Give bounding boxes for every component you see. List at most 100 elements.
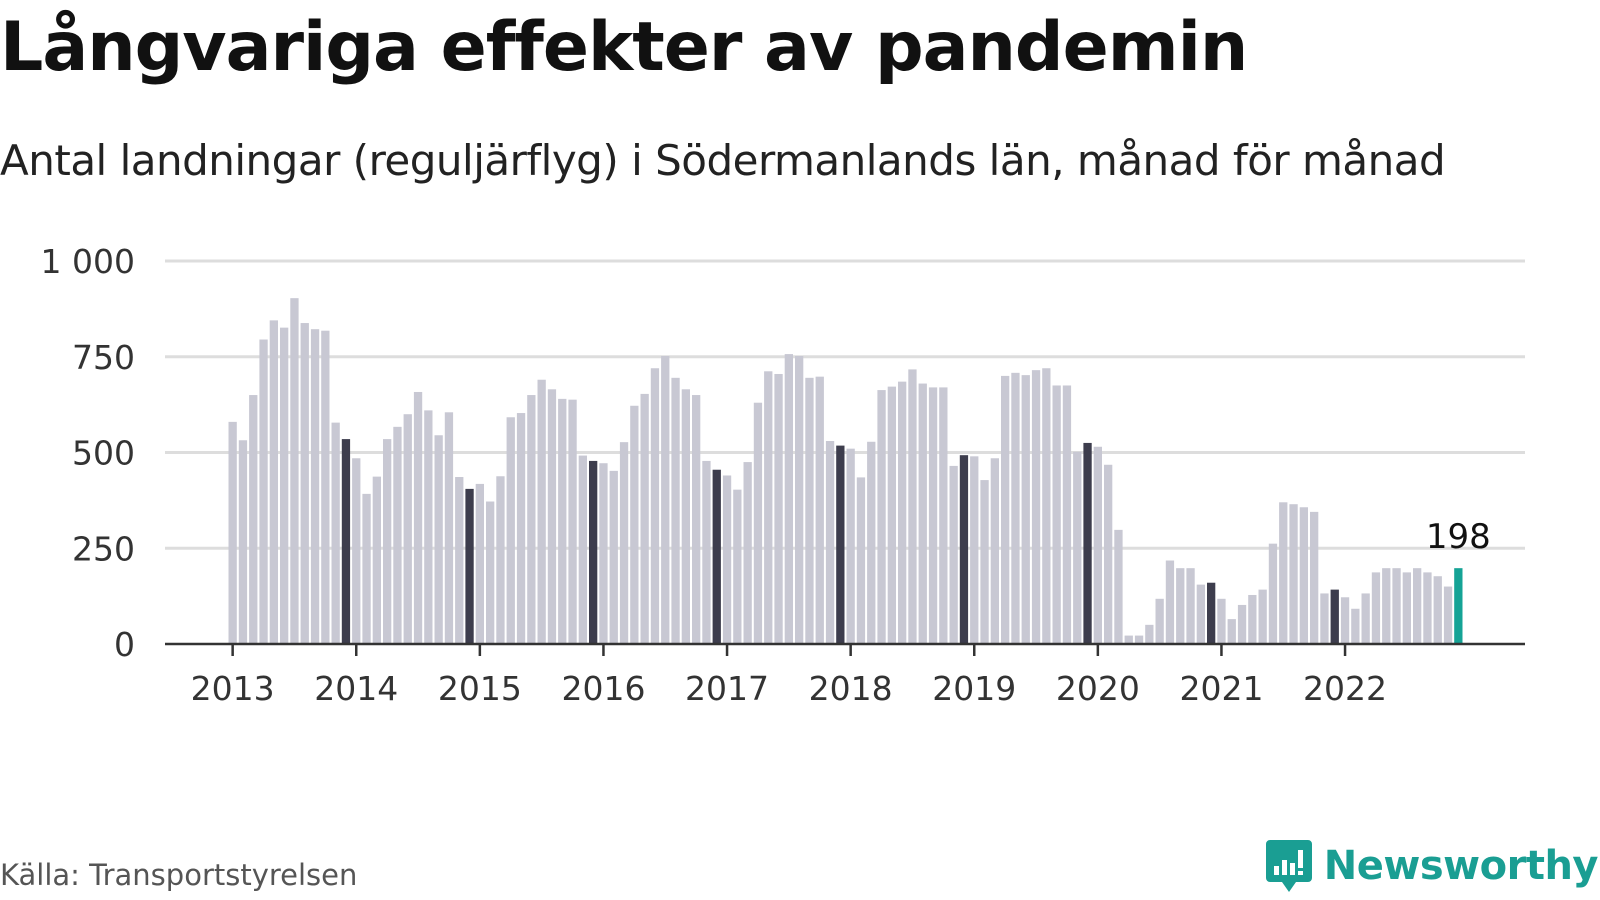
bar xyxy=(650,368,660,644)
y-tick-label: 750 xyxy=(72,338,135,377)
bar xyxy=(887,386,896,644)
bar xyxy=(537,379,546,644)
bar xyxy=(393,426,402,644)
x-tick-label: 2015 xyxy=(438,669,522,708)
bar xyxy=(846,448,855,644)
bar xyxy=(496,476,505,644)
y-tick-label: 500 xyxy=(72,434,135,473)
bar xyxy=(681,389,690,644)
bar xyxy=(310,329,320,644)
bar xyxy=(959,455,969,644)
bar xyxy=(1176,568,1185,644)
bar xyxy=(815,376,824,644)
bar xyxy=(1207,582,1216,644)
bar xyxy=(1371,572,1381,644)
bar xyxy=(877,390,886,644)
bar xyxy=(1413,568,1422,644)
bar xyxy=(939,387,948,644)
bar xyxy=(589,460,598,644)
bar xyxy=(290,298,299,644)
bar xyxy=(1001,375,1010,644)
bar xyxy=(990,458,999,644)
bar xyxy=(455,477,464,644)
bar xyxy=(722,475,732,644)
bar xyxy=(1433,576,1442,644)
x-tick-label: 2020 xyxy=(1056,669,1140,708)
bar xyxy=(949,465,958,644)
bar xyxy=(1268,543,1278,644)
x-tick-label: 2018 xyxy=(809,669,893,708)
bar xyxy=(733,489,742,644)
bar xyxy=(475,483,484,644)
x-axis-ticks: 2013 2014 2015 2016 2017 2018 2019 2020 2021 2022 xyxy=(191,644,1387,708)
bar xyxy=(424,410,433,644)
annotations: 198 xyxy=(1426,517,1491,557)
bar xyxy=(1124,635,1133,644)
bar xyxy=(1062,385,1072,644)
bar xyxy=(1217,598,1226,644)
chart-title: Långvariga effekter av pandemin xyxy=(0,8,1248,87)
bar xyxy=(1279,502,1288,644)
bar xyxy=(1310,511,1319,644)
bar xyxy=(599,463,608,644)
bar xyxy=(630,405,639,644)
bar xyxy=(1196,584,1205,644)
bar xyxy=(1248,594,1257,644)
bar xyxy=(249,395,258,644)
x-tick-label: 2019 xyxy=(932,669,1016,708)
bar xyxy=(1320,593,1329,644)
y-tick-label: 1 000 xyxy=(41,242,135,281)
bar xyxy=(970,456,979,644)
chart-subtitle: Antal landningar (reguljärflyg) i Söderm… xyxy=(0,136,1446,185)
bar xyxy=(1083,442,1092,644)
bar xyxy=(867,441,876,644)
bar xyxy=(506,417,515,644)
bar xyxy=(640,393,649,644)
bar xyxy=(764,371,773,644)
bar-chart-speech-bubble-icon xyxy=(1265,840,1312,892)
bar xyxy=(1330,589,1339,644)
bar xyxy=(444,412,454,644)
bar xyxy=(825,441,835,644)
y-tick-label: 0 xyxy=(114,625,135,664)
bar xyxy=(928,387,938,644)
bar xyxy=(228,421,237,644)
bar xyxy=(1134,635,1144,644)
bar xyxy=(352,458,361,644)
bar xyxy=(836,445,845,644)
bar xyxy=(753,402,763,644)
bar xyxy=(383,439,392,644)
bar xyxy=(1237,604,1247,644)
source-note: Källa: Transportstyrelsen xyxy=(0,858,358,892)
bar xyxy=(980,480,989,644)
bar xyxy=(558,398,567,644)
bar xyxy=(795,355,804,644)
bar xyxy=(702,460,711,644)
x-tick-label: 2014 xyxy=(314,669,398,708)
bar xyxy=(908,369,917,644)
bar xyxy=(774,373,783,644)
bar xyxy=(1258,589,1267,644)
bar xyxy=(1227,619,1236,644)
bar xyxy=(918,383,927,644)
latest-value-label: 198 xyxy=(1426,517,1491,557)
bar xyxy=(1423,572,1432,644)
bar xyxy=(1382,568,1391,644)
bar xyxy=(403,414,412,644)
bar xyxy=(1073,451,1082,644)
bar xyxy=(743,462,752,644)
x-tick-label: 2013 xyxy=(191,669,275,708)
bar xyxy=(434,435,443,644)
bar xyxy=(1340,597,1350,644)
bar xyxy=(372,476,381,644)
bar xyxy=(609,470,618,644)
bar xyxy=(1052,385,1061,644)
bar xyxy=(1402,572,1411,644)
bar xyxy=(1145,624,1154,644)
bar xyxy=(1021,375,1030,644)
bar xyxy=(486,501,495,644)
bar xyxy=(259,339,268,644)
bar xyxy=(341,439,351,644)
bar xyxy=(516,413,526,644)
bar xyxy=(1042,368,1051,644)
